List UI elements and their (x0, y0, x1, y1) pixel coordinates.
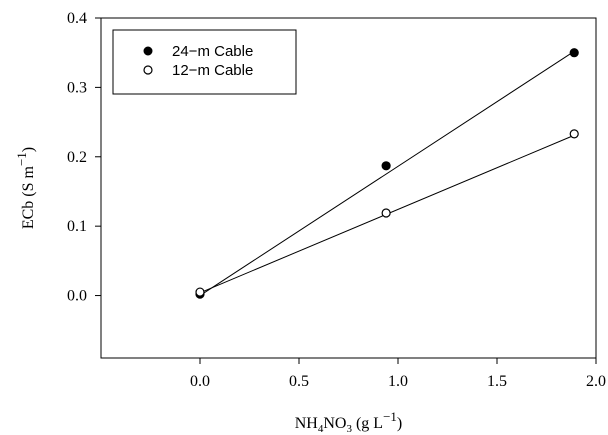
data-point-12m (569, 129, 579, 139)
y-tick-label: 0.3 (67, 79, 87, 96)
data-point-24m (381, 161, 391, 171)
fit-line-24m (199, 50, 575, 296)
x-tick-label: 0.0 (190, 373, 210, 390)
x-axis-ticks: 0.0 0.5 1.0 1.5 2.0 (190, 358, 606, 390)
y-axis-title: ECb (S m−1) (14, 147, 37, 229)
legend-label-12m: 12−m Cable (172, 62, 253, 79)
plot-area-frame (100, 17, 597, 359)
data-point-24m (569, 48, 579, 58)
legend-box (112, 29, 297, 95)
y-tick-label: 0.2 (67, 149, 87, 166)
x-axis-title: NH4NO3 (g L−1) (295, 409, 403, 435)
data-point-12m (195, 287, 205, 297)
legend-label-24m: 24−m Cable (172, 43, 253, 60)
legend: 24−m Cable 12−m Cable (112, 29, 297, 95)
legend-marker-24m (143, 46, 153, 56)
y-axis-ticks: 0.0 0.1 0.2 0.3 0.4 (67, 10, 101, 305)
y-tick-label: 0.1 (67, 218, 87, 235)
x-tick-label: 0.5 (289, 373, 309, 390)
x-tick-label: 2.0 (586, 373, 606, 390)
data-markers (195, 48, 579, 299)
legend-marker-12m (143, 65, 153, 75)
x-tick-label: 1.5 (487, 373, 507, 390)
data-point-12m (381, 208, 391, 218)
y-tick-label: 0.0 (67, 288, 87, 305)
x-tick-label: 1.0 (388, 373, 408, 390)
y-tick-label: 0.4 (67, 10, 87, 27)
